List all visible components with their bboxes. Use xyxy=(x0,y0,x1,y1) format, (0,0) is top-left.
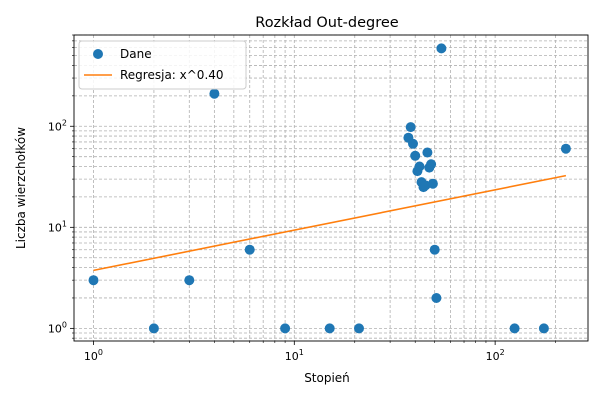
data-point xyxy=(184,275,195,286)
data-point xyxy=(354,323,364,334)
data-point xyxy=(538,323,549,334)
regression-line xyxy=(93,174,567,272)
legend-box xyxy=(78,40,247,90)
data-point xyxy=(88,275,99,286)
y-axis-ticks: 100 101 102 xyxy=(48,34,74,339)
data-point xyxy=(410,150,421,161)
data-point xyxy=(280,323,291,334)
data-point xyxy=(405,122,416,133)
y-axis-label: Liczba wierzchołków xyxy=(14,127,28,249)
data-point xyxy=(148,323,159,334)
legend: Dane Regresja: x^0.40 xyxy=(78,40,247,90)
data-point xyxy=(324,323,335,334)
plot-frame xyxy=(73,34,589,342)
data-point xyxy=(244,244,255,255)
data-point xyxy=(422,147,433,158)
x-axis-ticks: 100 101 102 xyxy=(84,341,556,363)
data-point xyxy=(509,323,520,334)
legend-marker-dane xyxy=(93,49,103,59)
data-point xyxy=(426,159,437,170)
data-series xyxy=(88,43,571,334)
x-axis-label: Stopień xyxy=(304,371,350,385)
data-point xyxy=(560,143,571,154)
y-tick-label: 101 xyxy=(48,219,67,234)
data-point xyxy=(427,178,438,189)
y-tick-label: 100 xyxy=(48,320,67,335)
data-point xyxy=(436,43,447,54)
data-point xyxy=(431,293,442,303)
data-point xyxy=(429,244,440,255)
data-point xyxy=(408,138,418,149)
x-tick-label: 100 xyxy=(84,348,103,363)
y-tick-label: 102 xyxy=(48,118,67,133)
legend-label-dane: Dane xyxy=(120,47,152,61)
regression-series xyxy=(93,174,567,272)
x-tick-label: 101 xyxy=(285,348,304,363)
x-tick-label: 102 xyxy=(486,348,505,363)
data-point xyxy=(414,161,425,172)
legend-label-regresja: Regresja: x^0.40 xyxy=(120,68,224,82)
chart-title: Rozkład Out-degree xyxy=(255,15,399,31)
data-point xyxy=(209,88,220,99)
